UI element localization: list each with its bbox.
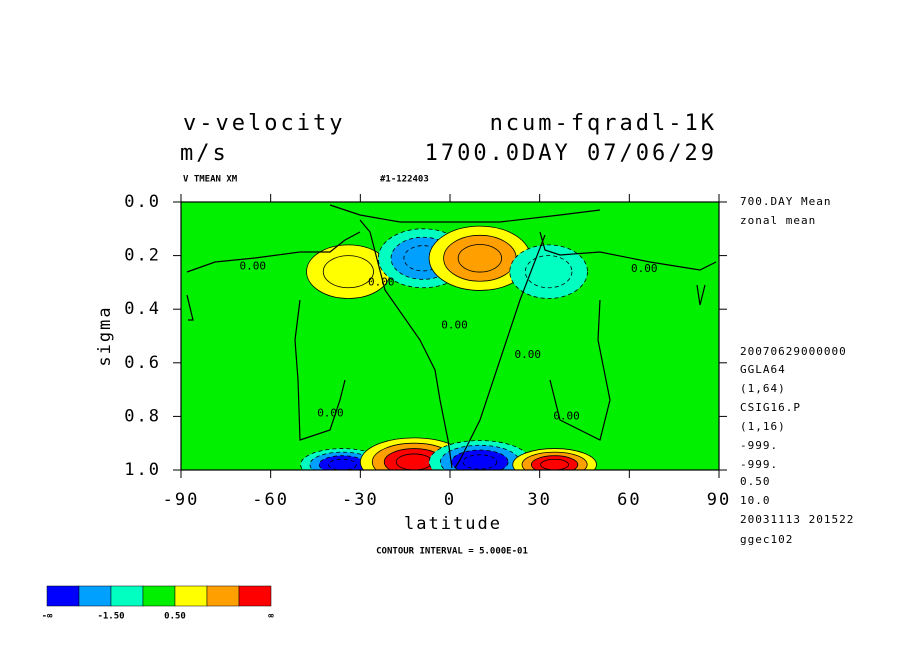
contour-fill bbox=[395, 453, 433, 470]
info-text: 20031113 201522 bbox=[740, 513, 854, 526]
colorbar-swatch bbox=[174, 585, 208, 607]
info-text: zonal mean bbox=[740, 214, 816, 227]
info-text: 0.50 bbox=[740, 475, 771, 488]
y-tick-label: 0.2 bbox=[124, 246, 161, 266]
x-tick-label: 0 bbox=[444, 490, 456, 510]
chart-title: v-velocity bbox=[183, 111, 345, 136]
y-tick-label: 1.0 bbox=[124, 460, 161, 480]
contour-interval: CONTOUR INTERVAL = 5.000E-01 bbox=[376, 547, 528, 557]
colorbar-swatch bbox=[110, 585, 144, 607]
info-text: 20070629000000 bbox=[740, 345, 847, 358]
colorbar-label: ∞ bbox=[268, 612, 274, 622]
contour-line bbox=[539, 231, 717, 271]
info-text: (1,64) bbox=[740, 382, 786, 395]
contour-label: 0.00 bbox=[553, 409, 580, 422]
contour-fill bbox=[457, 244, 503, 273]
variable: V TMEAN XM bbox=[183, 175, 238, 185]
x-tick-label: 90 bbox=[707, 490, 731, 510]
contour-label: 0.00 bbox=[514, 348, 541, 361]
contour-line bbox=[359, 219, 453, 469]
contour-line bbox=[454, 234, 546, 469]
contour-fill bbox=[524, 255, 573, 289]
info-text: (1,16) bbox=[740, 420, 786, 433]
info-text: -999. bbox=[740, 458, 778, 471]
y-tick-label: 0.0 bbox=[124, 192, 161, 212]
x-tick-label: -90 bbox=[163, 490, 200, 510]
info-text: -999. bbox=[740, 439, 778, 452]
colorbar-swatch bbox=[78, 585, 112, 607]
y-axis-label: sigma bbox=[95, 305, 115, 366]
info-text: 10.0 bbox=[740, 494, 771, 507]
contour-fill bbox=[462, 454, 498, 470]
contour-fill bbox=[322, 255, 374, 289]
x-tick-label: 60 bbox=[617, 490, 641, 510]
run-id: #1-122403 bbox=[380, 175, 429, 185]
contour-line bbox=[696, 284, 706, 306]
contour-line bbox=[329, 204, 601, 223]
info-text: 700.DAY Mean bbox=[740, 195, 831, 208]
zero-contours bbox=[186, 204, 717, 469]
contour-label: 0.00 bbox=[239, 259, 266, 272]
colorbar-swatch bbox=[142, 585, 176, 607]
contour-label: 0.00 bbox=[368, 275, 395, 288]
colorbar-swatch bbox=[238, 585, 272, 607]
units: m/s bbox=[180, 141, 229, 166]
colorbar-swatch bbox=[206, 585, 240, 607]
contour-fill bbox=[328, 458, 357, 470]
x-tick-label: -30 bbox=[342, 490, 379, 510]
plot-area bbox=[181, 202, 719, 470]
x-tick-label: -60 bbox=[252, 490, 289, 510]
colorbar-label: -∞ bbox=[42, 612, 53, 622]
contour-line bbox=[186, 231, 361, 273]
info-text: CSIG16.P bbox=[740, 401, 801, 414]
y-tick-label: 0.6 bbox=[124, 353, 161, 373]
x-tick-label: 30 bbox=[527, 490, 551, 510]
y-tick-label: 0.8 bbox=[124, 406, 161, 426]
time: 1700.0DAY 07/06/29 bbox=[425, 141, 717, 166]
contour-line bbox=[186, 294, 194, 321]
contour-line bbox=[294, 299, 346, 441]
colorbar-swatch bbox=[46, 585, 80, 607]
experiment: ncum-fqradl-1K bbox=[490, 111, 717, 136]
info-text: ggec102 bbox=[740, 533, 793, 546]
contour-label: 0.00 bbox=[441, 318, 468, 331]
contour-fill bbox=[540, 458, 569, 470]
colorbar-label: -1.50 bbox=[97, 612, 124, 622]
contour-line bbox=[549, 299, 611, 441]
info-text: GGLA64 bbox=[740, 363, 786, 376]
y-tick-label: 0.4 bbox=[124, 299, 161, 319]
contour-label: 0.00 bbox=[317, 407, 344, 420]
colorbar-label: 0.50 bbox=[164, 612, 186, 622]
contour-label: 0.00 bbox=[631, 262, 658, 275]
x-axis-label: latitude bbox=[404, 514, 502, 534]
